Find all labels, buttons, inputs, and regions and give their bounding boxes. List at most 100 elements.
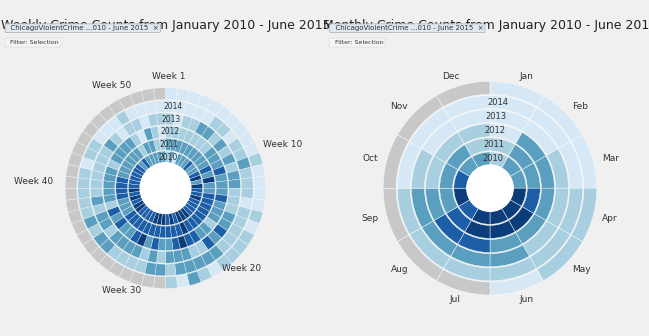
Wedge shape <box>125 255 138 270</box>
Wedge shape <box>88 138 103 153</box>
Text: Jul: Jul <box>449 295 460 304</box>
Wedge shape <box>180 115 192 129</box>
Wedge shape <box>182 161 193 171</box>
Wedge shape <box>107 245 122 260</box>
Wedge shape <box>516 214 546 244</box>
Wedge shape <box>202 193 215 200</box>
Wedge shape <box>103 181 115 188</box>
Wedge shape <box>190 191 202 197</box>
Wedge shape <box>65 188 77 200</box>
Wedge shape <box>142 222 152 235</box>
Wedge shape <box>422 120 457 155</box>
Wedge shape <box>161 213 165 225</box>
Wedge shape <box>154 139 161 151</box>
Text: ChicagoViolentCrime ...010 - June 2015  ×: ChicagoViolentCrime ...010 - June 2015 × <box>331 25 484 31</box>
Wedge shape <box>203 147 217 159</box>
Wedge shape <box>201 236 215 250</box>
Wedge shape <box>109 230 123 244</box>
Wedge shape <box>132 217 144 229</box>
Wedge shape <box>129 213 140 225</box>
Wedge shape <box>490 233 522 253</box>
Wedge shape <box>410 228 450 268</box>
Wedge shape <box>194 137 207 150</box>
Wedge shape <box>145 262 156 275</box>
Wedge shape <box>228 188 241 197</box>
Wedge shape <box>502 157 521 177</box>
Wedge shape <box>252 199 265 212</box>
Wedge shape <box>383 135 409 188</box>
Wedge shape <box>99 106 115 122</box>
Wedge shape <box>148 224 156 237</box>
Wedge shape <box>103 188 115 196</box>
Wedge shape <box>154 225 161 238</box>
Circle shape <box>140 163 191 213</box>
Wedge shape <box>184 233 195 246</box>
Wedge shape <box>434 214 464 244</box>
Wedge shape <box>119 165 132 175</box>
Wedge shape <box>177 209 186 221</box>
Wedge shape <box>254 176 266 188</box>
Wedge shape <box>175 154 182 166</box>
Wedge shape <box>187 217 199 229</box>
Wedge shape <box>131 197 143 205</box>
Wedge shape <box>119 267 134 282</box>
Wedge shape <box>208 132 222 146</box>
Wedge shape <box>165 126 173 138</box>
Wedge shape <box>117 171 130 179</box>
Text: 2013: 2013 <box>162 115 181 124</box>
Wedge shape <box>160 226 165 238</box>
Wedge shape <box>175 140 183 153</box>
Wedge shape <box>171 152 178 164</box>
Wedge shape <box>165 239 173 251</box>
Wedge shape <box>490 95 536 119</box>
Wedge shape <box>223 232 238 246</box>
Wedge shape <box>156 213 162 225</box>
Text: 2012: 2012 <box>485 126 506 135</box>
Wedge shape <box>110 153 124 165</box>
Text: Aug: Aug <box>391 265 408 275</box>
Wedge shape <box>190 194 201 201</box>
Wedge shape <box>195 122 208 136</box>
Wedge shape <box>117 197 130 206</box>
Wedge shape <box>201 171 214 179</box>
Wedge shape <box>397 96 443 141</box>
Circle shape <box>467 165 513 211</box>
Wedge shape <box>190 179 202 185</box>
Wedge shape <box>254 188 266 200</box>
Text: Filter: Selection: Filter: Selection <box>331 40 384 45</box>
Wedge shape <box>147 250 158 263</box>
Wedge shape <box>108 99 124 115</box>
Wedge shape <box>116 176 129 183</box>
Wedge shape <box>191 213 202 225</box>
Wedge shape <box>239 197 252 209</box>
Text: Week 1: Week 1 <box>152 72 185 81</box>
Wedge shape <box>84 215 98 229</box>
Wedge shape <box>131 171 143 179</box>
Wedge shape <box>142 142 152 155</box>
Wedge shape <box>454 170 470 188</box>
Wedge shape <box>156 152 162 164</box>
Wedge shape <box>187 91 201 105</box>
Wedge shape <box>232 239 248 255</box>
Wedge shape <box>182 205 193 216</box>
Text: Dec: Dec <box>443 72 460 81</box>
Wedge shape <box>100 239 115 254</box>
Wedge shape <box>437 269 490 295</box>
Wedge shape <box>119 94 134 110</box>
Wedge shape <box>535 188 554 220</box>
Text: Feb: Feb <box>572 102 588 111</box>
Wedge shape <box>116 111 130 126</box>
Wedge shape <box>180 207 190 219</box>
Wedge shape <box>207 212 221 223</box>
Text: Sep: Sep <box>361 214 378 223</box>
Wedge shape <box>237 157 251 170</box>
Wedge shape <box>216 106 232 122</box>
Wedge shape <box>559 142 583 188</box>
Wedge shape <box>104 194 116 203</box>
Wedge shape <box>104 224 118 238</box>
Wedge shape <box>225 162 238 173</box>
Wedge shape <box>383 188 409 242</box>
Wedge shape <box>105 200 118 210</box>
Wedge shape <box>99 255 115 271</box>
Wedge shape <box>90 113 106 129</box>
